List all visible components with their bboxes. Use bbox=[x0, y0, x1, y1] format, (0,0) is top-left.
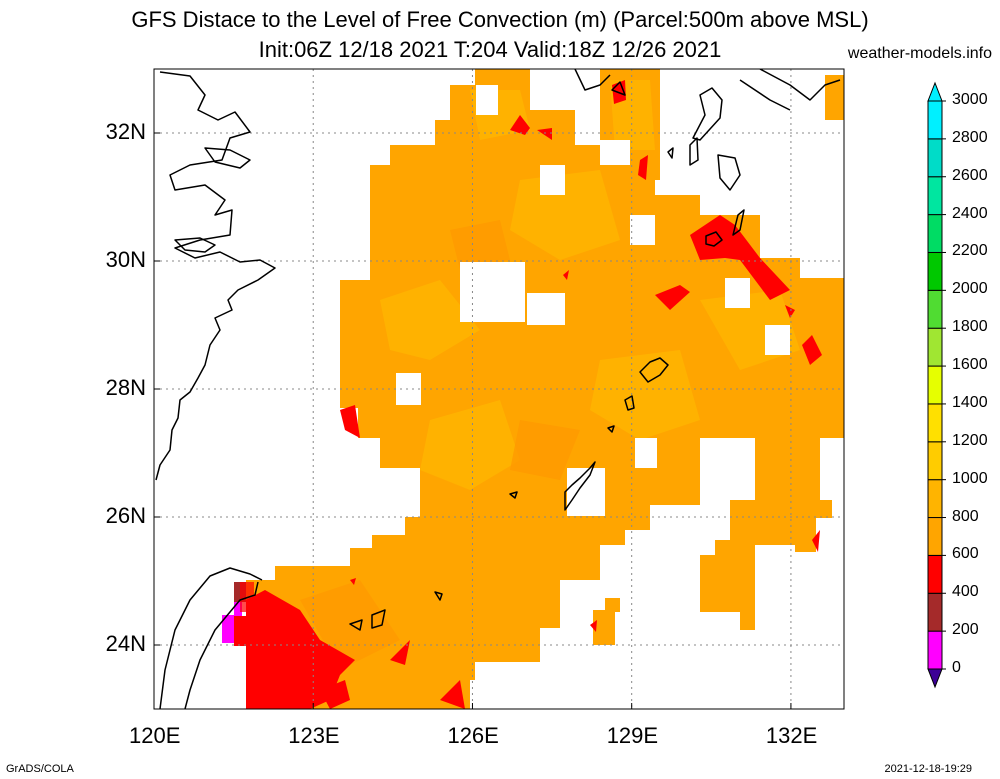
tokunoshima bbox=[624, 395, 635, 411]
colorbar-segment bbox=[927, 214, 943, 253]
lon-tick-label: 132E bbox=[765, 723, 818, 748]
colorbar-tick-label: 1200 bbox=[952, 431, 988, 449]
lfc-darker-patches bbox=[300, 220, 580, 670]
map-gridlines bbox=[154, 69, 844, 709]
yangtze-estuary bbox=[204, 147, 251, 169]
coastlines bbox=[155, 69, 841, 709]
lfc-low-values bbox=[222, 582, 254, 646]
colorbar-segment bbox=[927, 327, 943, 367]
goto-island bbox=[611, 81, 626, 96]
missing-data-gaps bbox=[396, 85, 790, 516]
colorbar-tick-label: 2000 bbox=[952, 280, 988, 298]
lfc-red-regions bbox=[246, 80, 822, 709]
map-subtitle: Init:06Z 12/18 2021 T:204 Valid:18Z 12/2… bbox=[258, 37, 722, 62]
axis-ticks bbox=[153, 132, 792, 709]
small-island-2 bbox=[509, 491, 518, 499]
colorbar-tick-label: 0 bbox=[952, 659, 961, 676]
lat-tick-label: 28N bbox=[105, 375, 146, 400]
lat-tick-label: 24N bbox=[105, 631, 146, 656]
lat-tick-label: 26N bbox=[105, 503, 146, 528]
colorbar-tick-label: 1000 bbox=[952, 469, 988, 487]
colorbar-tick-label: 2600 bbox=[952, 166, 988, 184]
lon-tick-label: 120E bbox=[129, 723, 181, 748]
japan-coast bbox=[739, 69, 841, 111]
timestamp-label: 2021-12-18-19:29 bbox=[884, 763, 972, 775]
colorbar-tick-label: 1800 bbox=[952, 318, 988, 336]
colorbar-max-arrow bbox=[927, 81, 943, 102]
lat-tick-label: 30N bbox=[105, 247, 146, 272]
colorbar-tick-label: 800 bbox=[952, 507, 979, 525]
taiwan-coast bbox=[159, 567, 263, 709]
korea-coast bbox=[574, 69, 611, 91]
ishigaki-island bbox=[349, 609, 386, 631]
colorbar bbox=[927, 81, 946, 689]
credit-label: GrADS/COLA bbox=[6, 763, 74, 775]
colorbar-segment bbox=[927, 479, 943, 519]
colorbar-segment bbox=[927, 592, 943, 632]
lon-tick-label: 123E bbox=[288, 723, 340, 748]
colorbar-segment bbox=[927, 289, 943, 329]
lfc-lighter-patches bbox=[380, 80, 800, 490]
hangzhou-bay bbox=[174, 237, 216, 253]
colorbar-segment bbox=[927, 630, 943, 670]
koshiki-island bbox=[667, 137, 699, 166]
okinawa-island bbox=[564, 461, 596, 511]
colorbar-tick-label: 2800 bbox=[952, 128, 988, 146]
colorbar-segment bbox=[927, 403, 943, 443]
colorbar-segment bbox=[927, 176, 943, 216]
colorbar-tick-label: 600 bbox=[952, 545, 979, 563]
china-coast bbox=[155, 71, 276, 481]
colorbar-segment bbox=[927, 251, 943, 291]
yakushima bbox=[705, 231, 723, 247]
site-label: weather-models.info bbox=[847, 45, 992, 62]
colorbar-segment bbox=[927, 554, 943, 594]
colorbar-tick-label: 3000 bbox=[952, 91, 988, 108]
small-island-1 bbox=[607, 425, 615, 433]
colorbar-segment bbox=[927, 365, 943, 405]
colorbar-segment bbox=[927, 100, 943, 140]
kyushu-coast bbox=[692, 87, 745, 236]
colorbar-segment bbox=[927, 517, 943, 556]
map-area bbox=[154, 69, 844, 709]
colorbar-tick-label: 400 bbox=[952, 583, 979, 601]
lat-tick-label: 32N bbox=[105, 119, 146, 144]
colorbar-tick-label: 2200 bbox=[952, 242, 988, 260]
lon-tick-label: 126E bbox=[447, 723, 499, 748]
amami-island bbox=[639, 357, 669, 383]
lon-tick-label: 129E bbox=[606, 723, 659, 748]
colorbar-tick-label: 1400 bbox=[952, 393, 988, 411]
miyako-island bbox=[434, 591, 443, 601]
colorbar-tick-label: 200 bbox=[952, 621, 979, 639]
colorbar-tick-label: 2400 bbox=[952, 204, 988, 222]
colorbar-segment bbox=[927, 441, 943, 481]
colorbar-tick-label: 1600 bbox=[952, 356, 988, 374]
colorbar-segment bbox=[927, 138, 943, 178]
colorbar-min-arrow bbox=[927, 668, 943, 689]
map-title: GFS Distace to the Level of Free Convect… bbox=[131, 7, 869, 32]
